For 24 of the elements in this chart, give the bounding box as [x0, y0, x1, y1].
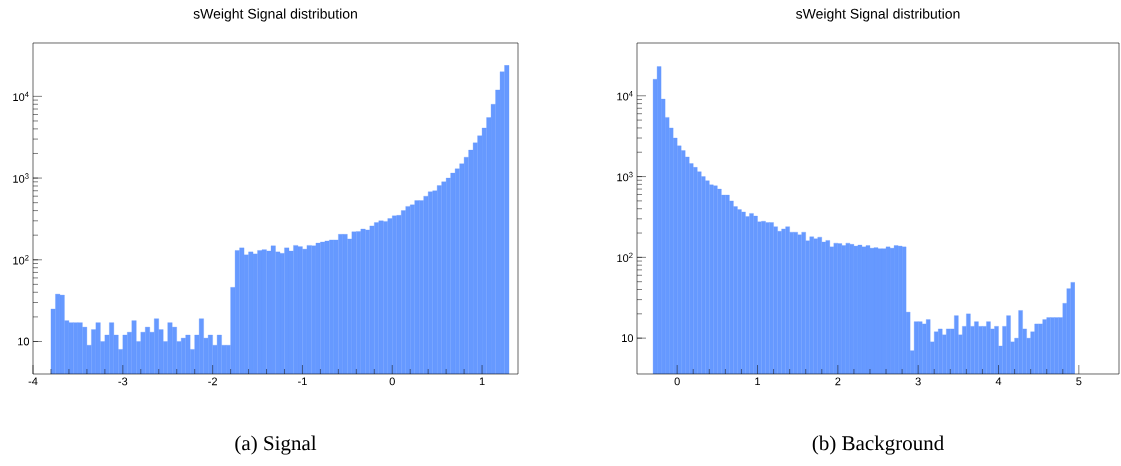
y-tick-label: 10$^{3}$: [617, 171, 633, 182]
text: (b) Background: [812, 435, 944, 455]
chart-title: sWeight Signal distribution: [193, 8, 357, 22]
x-tick-label: -1: [298, 377, 307, 386]
x-tick-label: 3: [915, 377, 921, 386]
y-tick-label: 10: [622, 334, 634, 343]
x-tick-label: 0: [389, 377, 395, 386]
y-tick-label: 10$^{3}$: [13, 173, 29, 183]
x-tick-label: 5: [1076, 377, 1082, 386]
y-tick-label: 10: [18, 337, 30, 346]
x-tick-label: 1: [755, 377, 761, 386]
x-tick-label: -2: [208, 377, 217, 386]
y-tick-label: 10$^{2}$: [13, 255, 29, 265]
y-tick-label: 10$^{4}$: [13, 91, 29, 102]
y-tick-label: 10$^{4}$: [617, 91, 633, 101]
y-tick-label: 10$^{2}$: [617, 252, 633, 263]
chart-title: sWeight Signal distribution: [796, 8, 960, 22]
text: (a) Signal: [235, 435, 317, 455]
x-tick-label: -3: [118, 377, 128, 386]
x-tick-label: 0: [674, 377, 680, 386]
x-tick-label: -4: [28, 377, 38, 386]
x-tick-label: 1: [479, 377, 485, 386]
x-tick-label: 4: [995, 377, 1002, 386]
x-tick-label: 2: [835, 377, 841, 386]
